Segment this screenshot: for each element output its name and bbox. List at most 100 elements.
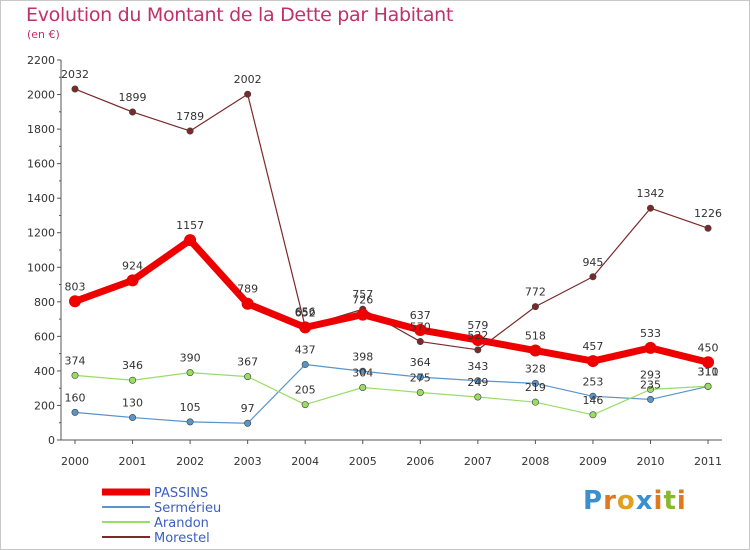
data-point [589, 273, 597, 281]
y-tick-label: 1800 [27, 123, 55, 136]
logo-letter: i [676, 486, 687, 516]
data-point [299, 321, 312, 334]
y-tick-label: 1200 [27, 227, 55, 240]
chart-subtitle: (en €) [27, 28, 60, 41]
data-point [702, 356, 715, 369]
data-point [646, 204, 654, 212]
data-point [186, 369, 194, 377]
data-point [416, 338, 424, 346]
data-point [244, 373, 252, 381]
x-tick-label: 2002 [176, 455, 204, 468]
data-label: 2032 [61, 68, 89, 81]
y-tick-label: 800 [34, 296, 55, 309]
data-point [359, 383, 367, 391]
y-tick-label: 400 [34, 365, 55, 378]
data-label: 328 [525, 362, 546, 375]
x-tick-label: 2000 [61, 455, 89, 468]
data-label: 304 [352, 366, 373, 379]
logo-letter: r [603, 486, 617, 516]
data-label: 160 [65, 391, 86, 404]
data-point [529, 344, 542, 357]
data-point [704, 382, 712, 390]
data-label: 457 [582, 340, 603, 353]
y-tick-label: 2200 [27, 54, 55, 67]
data-point [71, 408, 79, 416]
data-point [416, 388, 424, 396]
data-point [69, 295, 81, 308]
legend-label-arandon: Arandon [154, 516, 209, 531]
data-point [474, 346, 482, 354]
data-label: 945 [582, 256, 603, 269]
data-label: 570 [410, 321, 431, 334]
data-label: 1789 [176, 110, 204, 123]
data-label: 450 [698, 341, 719, 354]
data-point [244, 90, 252, 98]
data-label: 652 [295, 306, 316, 319]
data-label: 249 [467, 376, 488, 389]
x-tick-label: 2010 [637, 455, 665, 468]
legend-label-passins: PASSINS [154, 486, 208, 501]
x-tick-label: 2008 [521, 455, 549, 468]
data-point [129, 108, 137, 116]
data-point [531, 379, 539, 387]
data-label: 579 [467, 319, 488, 332]
x-tick-label: 2007 [464, 455, 492, 468]
data-label: 367 [237, 356, 258, 369]
data-label: 437 [295, 344, 316, 357]
data-point [359, 367, 367, 375]
x-tick-label: 2001 [119, 455, 147, 468]
data-point [186, 418, 194, 426]
data-label: 1226 [694, 207, 722, 220]
data-label: 343 [467, 360, 488, 373]
data-point [301, 361, 309, 369]
data-label: 390 [180, 352, 201, 365]
data-label: 219 [525, 381, 546, 394]
data-point [474, 393, 482, 401]
data-point [356, 308, 369, 321]
legend-label-sermérieu: Sermérieu [154, 501, 221, 516]
legend-label-morestel: Morestel [154, 531, 210, 546]
data-label: 235 [640, 378, 661, 391]
data-point [129, 376, 137, 384]
data-label: 398 [352, 350, 373, 363]
data-point [244, 419, 252, 427]
series-line-sermérieu [74, 363, 709, 424]
y-tick-label: 1600 [27, 158, 55, 171]
data-point [71, 371, 79, 379]
data-label: 311 [698, 365, 719, 378]
data-point [184, 234, 197, 247]
data-label: 789 [237, 283, 258, 296]
series-line-morestel [74, 88, 709, 351]
data-point [531, 398, 539, 406]
data-point [71, 85, 79, 93]
data-point [589, 392, 597, 400]
y-tick-label: 0 [48, 434, 55, 447]
data-label: 364 [410, 356, 431, 369]
data-label: 293 [640, 368, 661, 381]
data-point [646, 395, 654, 403]
data-point [471, 333, 484, 346]
logo-letter: o [616, 486, 636, 516]
data-point [129, 414, 137, 422]
x-tick-label: 2003 [234, 455, 262, 468]
data-point [416, 373, 424, 381]
x-tick-label: 2009 [579, 455, 607, 468]
data-label: 1157 [176, 219, 204, 232]
logo-letter: x [635, 486, 654, 516]
data-label: 518 [525, 330, 546, 343]
x-tick-label: 2004 [291, 455, 319, 468]
data-point [531, 303, 539, 311]
data-label: 757 [352, 288, 373, 301]
data-point [644, 341, 657, 354]
data-point [589, 411, 597, 419]
data-point [646, 385, 654, 393]
data-label: 803 [65, 280, 86, 293]
data-label: 146 [582, 394, 603, 407]
data-label: 275 [410, 372, 431, 385]
data-label: 130 [122, 397, 143, 410]
data-label: 346 [122, 359, 143, 372]
data-label: 772 [525, 286, 546, 299]
data-label: 105 [180, 401, 201, 414]
